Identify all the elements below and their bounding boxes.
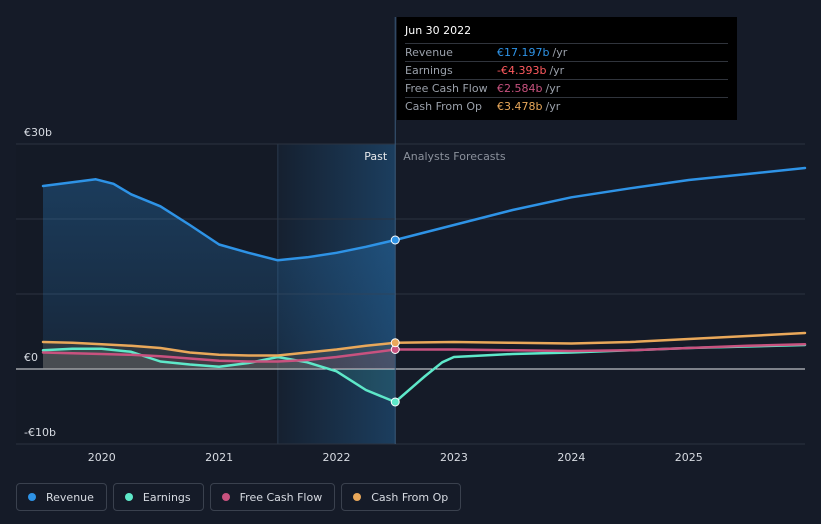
past-label: Past [364, 150, 388, 163]
tooltip-date: Jun 30 2022 [405, 24, 472, 37]
tooltip-unit: /yr [552, 46, 568, 59]
x-tick-label: 2022 [323, 451, 351, 464]
line-free-cash-flow [41, 343, 807, 363]
tooltip-row-cash-from-op: Cash From Op €3.478b /yr [405, 97, 728, 115]
free-cash-flow-dot-icon [221, 493, 230, 501]
line-revenue [41, 166, 807, 262]
chart-legend: Revenue Earnings Free Cash Flow Cash Fro… [16, 483, 462, 511]
y-tick-label: €30b [24, 126, 52, 139]
area-revenue [43, 179, 396, 369]
tooltip-label: Free Cash Flow [405, 82, 488, 95]
x-tick-label: 2024 [557, 451, 585, 464]
legend-item-earnings[interactable]: Earnings [112, 483, 204, 511]
hover-tooltip: Jun 30 2022 Revenue €17.197b /yr Earning… [397, 17, 737, 120]
cash-from-op-dot-icon [353, 493, 362, 501]
x-tick-label: 2021 [205, 451, 233, 464]
legend-label: Cash From Op [371, 490, 449, 504]
legend-label: Free Cash Flow [239, 490, 323, 504]
x-tick-label: 2023 [440, 451, 468, 464]
legend-item-cash-from-op[interactable]: Cash From Op [341, 483, 462, 511]
tooltip-value: €3.478b [497, 100, 543, 113]
area-free-cash-flow [43, 349, 396, 369]
marker-cash-from-op [390, 338, 400, 348]
tooltip-unit: /yr [549, 64, 565, 77]
legend-item-free-cash-flow[interactable]: Free Cash Flow [209, 483, 336, 511]
tooltip-unit: /yr [545, 100, 561, 113]
marker-earnings [390, 397, 400, 407]
legend-label: Earnings [142, 490, 191, 504]
tooltip-label: Revenue [405, 46, 453, 59]
tooltip-label: Earnings [405, 64, 453, 77]
tooltip-value: €2.584b [497, 82, 543, 95]
tooltip-value: €17.197b [497, 46, 550, 59]
revenue-dot-icon [28, 493, 36, 501]
legend-label: Revenue [46, 490, 94, 504]
x-tick-label: 2025 [675, 451, 703, 464]
x-tick-label: 2020 [88, 451, 116, 464]
y-tick-label: -€10b [24, 426, 56, 439]
line-cash-from-op [41, 331, 807, 357]
tooltip-row-free-cash-flow: Free Cash Flow €2.584b /yr [405, 79, 728, 97]
tooltip-row-earnings: Earnings -€4.393b /yr [405, 61, 728, 79]
tooltip-unit: /yr [545, 82, 561, 95]
tooltip-row-revenue: Revenue €17.197b /yr [405, 43, 728, 61]
forecast-label: Analysts Forecasts [403, 150, 506, 163]
tooltip-value: -€4.393b [497, 64, 547, 77]
area-earnings [43, 348, 396, 402]
y-tick-label: €0 [24, 351, 38, 364]
legend-item-revenue[interactable]: Revenue [16, 483, 107, 511]
earnings-dot-icon [124, 493, 133, 501]
tooltip-label: Cash From Op [405, 100, 483, 113]
marker-revenue [390, 235, 400, 245]
